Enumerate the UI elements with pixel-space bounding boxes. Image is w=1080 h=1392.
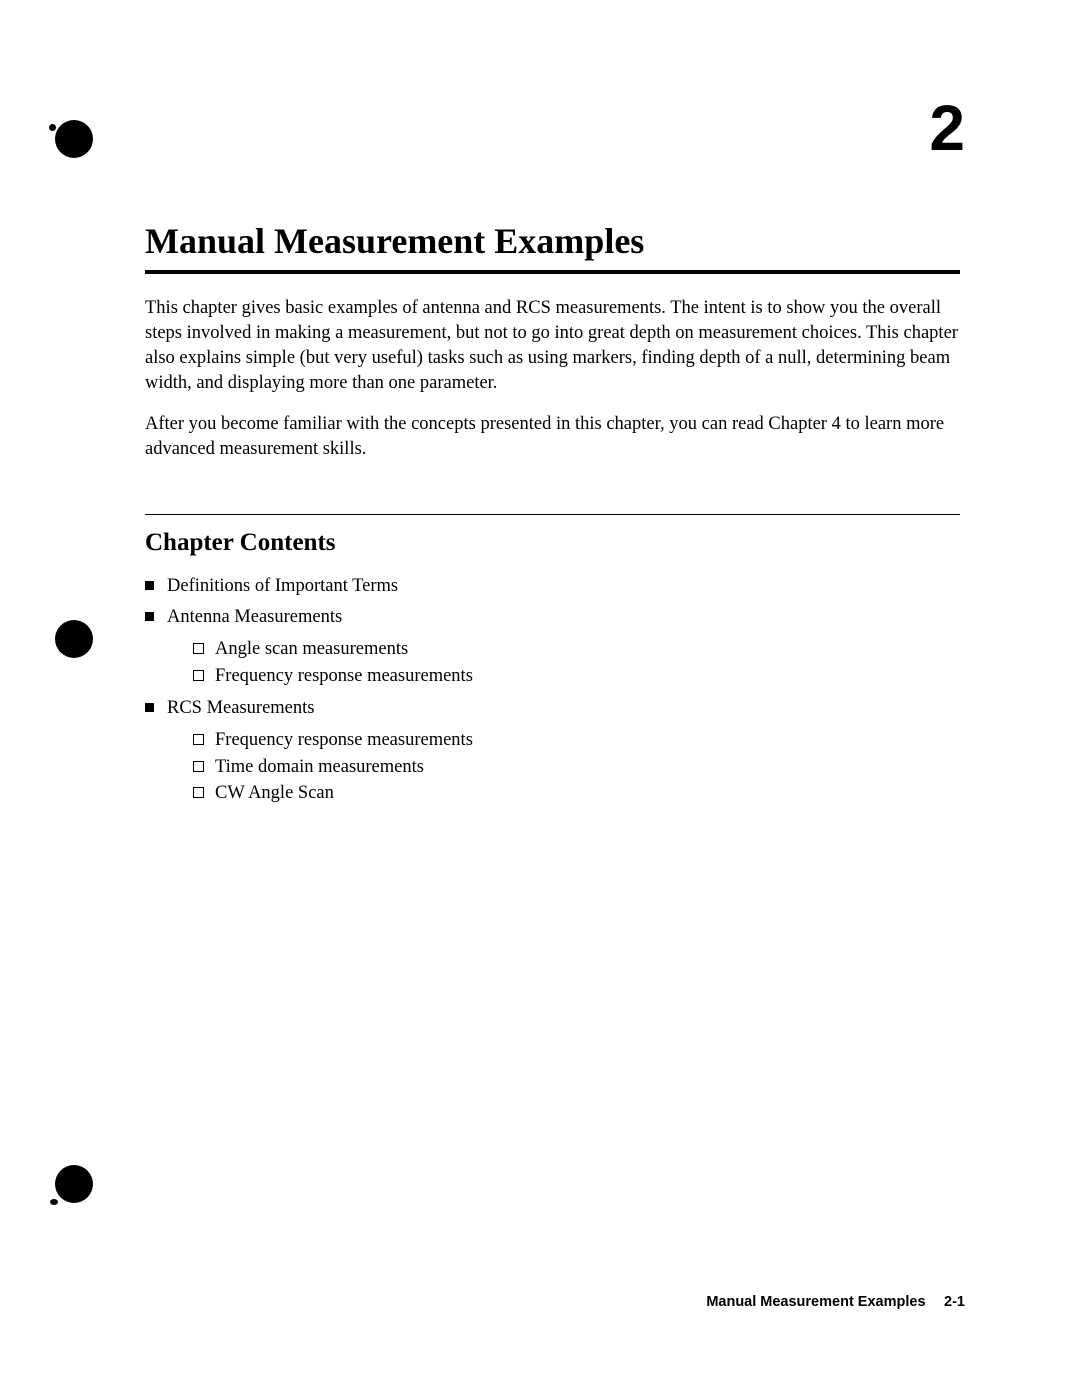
page-footer: Manual Measurement Examples 2-1 <box>706 1294 965 1310</box>
list-item-label: Antenna Measurements <box>167 607 342 627</box>
list-item-label: RCS Measurements <box>167 698 314 718</box>
list-item: Definitions of Important Terms <box>145 571 960 602</box>
sub-list-item: Time domain measurements <box>193 754 960 781</box>
sub-list-item: Frequency response measurements <box>193 663 960 690</box>
sub-list-item: Angle scan measurements <box>193 636 960 663</box>
sub-list-item: CW Angle Scan <box>193 780 960 807</box>
list-item-label: Definitions of Important Terms <box>167 576 398 596</box>
contents-heading: Chapter Contents <box>145 529 960 557</box>
sub-list-item: Frequency response measurements <box>193 727 960 754</box>
contents-list: Definitions of Important Terms Antenna M… <box>145 571 960 807</box>
intro-paragraph-2: After you become familiar with the conce… <box>145 412 960 462</box>
sub-list: Angle scan measurements Frequency respon… <box>167 636 960 690</box>
sub-list-item-label: Angle scan measurements <box>215 639 408 659</box>
chapter-number: 2 <box>929 96 965 160</box>
sub-list: Frequency response measurements Time dom… <box>167 727 960 807</box>
sub-list-item-label: Frequency response measurements <box>215 730 473 750</box>
sub-list-item-label: Frequency response measurements <box>215 666 473 686</box>
intro-paragraph-1: This chapter gives basic examples of ant… <box>145 296 960 396</box>
list-item: RCS Measurements Frequency response meas… <box>145 693 960 807</box>
chapter-title: Manual Measurement Examples <box>145 220 960 262</box>
section-rule <box>145 514 960 515</box>
sub-list-item-label: Time domain measurements <box>215 757 424 777</box>
list-item: Antenna Measurements Angle scan measurem… <box>145 602 960 689</box>
sub-list-item-label: CW Angle Scan <box>215 783 334 803</box>
title-rule <box>145 270 960 274</box>
page-container: 2 Manual Measurement Examples This chapt… <box>0 0 1080 1392</box>
